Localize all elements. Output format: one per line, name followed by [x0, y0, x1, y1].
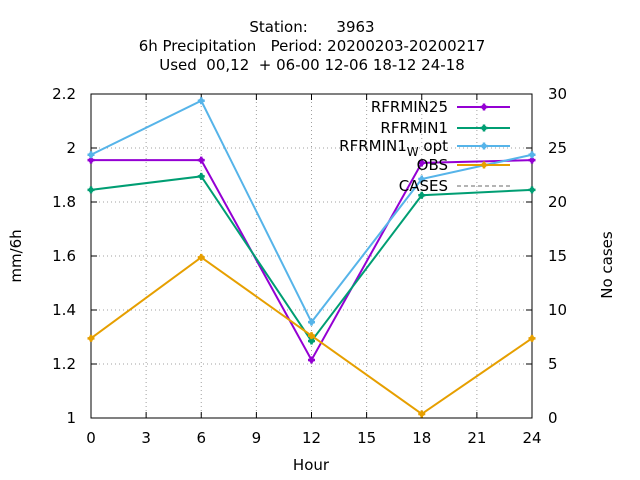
x-axis-label: Hour — [293, 456, 330, 474]
x-tick-label: 12 — [302, 429, 321, 447]
legend-label: RFRMIN1 — [380, 119, 448, 137]
data-point-dot — [419, 160, 425, 166]
data-point-dot — [529, 187, 535, 193]
x-tick-label: 9 — [252, 429, 262, 447]
legend-sample-dot — [481, 143, 487, 149]
x-tick-label: 6 — [196, 429, 206, 447]
title-line-3: Used 00,12 + 06-00 12-06 18-12 24-18 — [159, 56, 465, 74]
chart-title: Station: 3963 6h Precipitation Period: 2… — [139, 18, 486, 74]
x-tick-label: 0 — [86, 429, 96, 447]
series-lines — [87, 97, 536, 418]
y2-tick-label: 5 — [548, 355, 558, 373]
y2-tick-label: 0 — [548, 409, 558, 427]
data-point-dot — [308, 319, 315, 325]
data-point-dot — [198, 173, 204, 179]
axis-ticks — [90, 93, 533, 419]
x-tick-label: 21 — [467, 429, 486, 447]
data-point-dot — [88, 152, 94, 158]
legend-sample-dot — [481, 162, 487, 168]
data-point-dot — [198, 254, 204, 260]
data-point-dot — [198, 157, 204, 163]
grid — [91, 94, 532, 418]
y2-tick-labels: 0 5 10 15 20 25 30 — [548, 85, 567, 427]
y2-tick-label: 10 — [548, 301, 567, 319]
y2-tick-label: 30 — [548, 85, 567, 103]
legend-sample-dot — [481, 104, 487, 110]
data-point-dot — [529, 157, 535, 163]
title-line-1: Station: 3963 — [249, 18, 374, 36]
data-point-dot — [308, 338, 315, 344]
series-rfrmin1 — [87, 172, 536, 345]
data-point-dot — [308, 333, 315, 339]
data-point-dot — [198, 98, 204, 104]
y2-tick-label: 25 — [548, 139, 567, 157]
series-rfrmin1-w-opt — [87, 97, 536, 326]
series-rfrmin25 — [87, 156, 536, 364]
data-point-dot — [308, 357, 315, 363]
y2-tick-label: 20 — [548, 193, 567, 211]
legend-label: RFRMIN25 — [371, 98, 448, 116]
y-tick-label: 1.6 — [52, 247, 76, 265]
legend-item-rfrmin25: RFRMIN25 — [371, 98, 510, 116]
legend-item-rfrmin1: RFRMIN1 — [380, 119, 510, 137]
y-tick-label: 1.2 — [52, 355, 76, 373]
legend-label: RFRMIN1W opt — [339, 137, 448, 159]
y-tick-label: 2.2 — [52, 85, 76, 103]
title-line-2: 6h Precipitation Period: 20200203-202002… — [139, 37, 486, 55]
y-tick-label: 1.8 — [52, 193, 76, 211]
legend-sample-dot — [481, 125, 487, 131]
data-point-dot — [419, 176, 425, 182]
y-tick-label: 1.4 — [52, 301, 76, 319]
legend-item-rfrmin1-w-opt: RFRMIN1W opt — [339, 137, 510, 159]
x-tick-label: 24 — [522, 429, 541, 447]
y-tick-label: 1 — [66, 409, 76, 427]
y-tick-label: 2 — [66, 139, 76, 157]
data-point-dot — [529, 152, 535, 158]
series-obs — [87, 253, 536, 418]
y2-tick-label: 15 — [548, 247, 567, 265]
data-point-dot — [419, 411, 425, 417]
y-axis-label: mm/6h — [7, 229, 25, 282]
legend-item-cases: CASES — [399, 177, 510, 195]
x-tick-labels: 0 3 6 9 12 15 18 21 24 — [86, 429, 541, 447]
legend-item-obs: OBS — [417, 156, 510, 174]
legend-label: OBS — [417, 156, 448, 174]
data-point-dot — [88, 157, 94, 163]
data-point-dot — [88, 187, 94, 193]
legend-label: CASES — [399, 177, 448, 195]
data-point-dot — [419, 192, 425, 198]
x-tick-label: 15 — [357, 429, 376, 447]
x-tick-label: 3 — [141, 429, 151, 447]
data-point-dot — [529, 335, 535, 341]
data-point-dot — [88, 335, 94, 341]
y-tick-labels: 1 1.2 1.4 1.6 1.8 2 2.2 — [52, 85, 76, 427]
y2-axis-label: No cases — [598, 231, 616, 299]
x-tick-label: 18 — [412, 429, 431, 447]
